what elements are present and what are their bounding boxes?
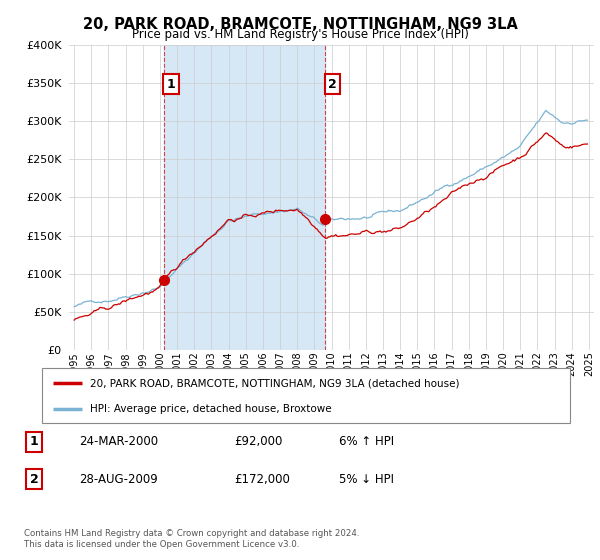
Text: 6% ↑ HPI: 6% ↑ HPI <box>338 435 394 449</box>
Text: HPI: Average price, detached house, Broxtowe: HPI: Average price, detached house, Brox… <box>89 404 331 414</box>
Text: 28-AUG-2009: 28-AUG-2009 <box>79 473 158 486</box>
Text: £172,000: £172,000 <box>234 473 290 486</box>
Text: Price paid vs. HM Land Registry's House Price Index (HPI): Price paid vs. HM Land Registry's House … <box>131 28 469 41</box>
Text: 5% ↓ HPI: 5% ↓ HPI <box>338 473 394 486</box>
Text: 2: 2 <box>328 78 337 91</box>
Text: 1: 1 <box>166 78 175 91</box>
Text: 2: 2 <box>29 473 38 486</box>
Text: Contains HM Land Registry data © Crown copyright and database right 2024.
This d: Contains HM Land Registry data © Crown c… <box>24 529 359 549</box>
Text: £92,000: £92,000 <box>234 435 282 449</box>
Bar <box>164 45 325 350</box>
Text: 24-MAR-2000: 24-MAR-2000 <box>79 435 158 449</box>
Text: 20, PARK ROAD, BRAMCOTE, NOTTINGHAM, NG9 3LA (detached house): 20, PARK ROAD, BRAMCOTE, NOTTINGHAM, NG9… <box>89 379 459 388</box>
Text: 1: 1 <box>29 435 38 449</box>
Text: 20, PARK ROAD, BRAMCOTE, NOTTINGHAM, NG9 3LA: 20, PARK ROAD, BRAMCOTE, NOTTINGHAM, NG9… <box>83 17 517 32</box>
FancyBboxPatch shape <box>42 368 570 423</box>
